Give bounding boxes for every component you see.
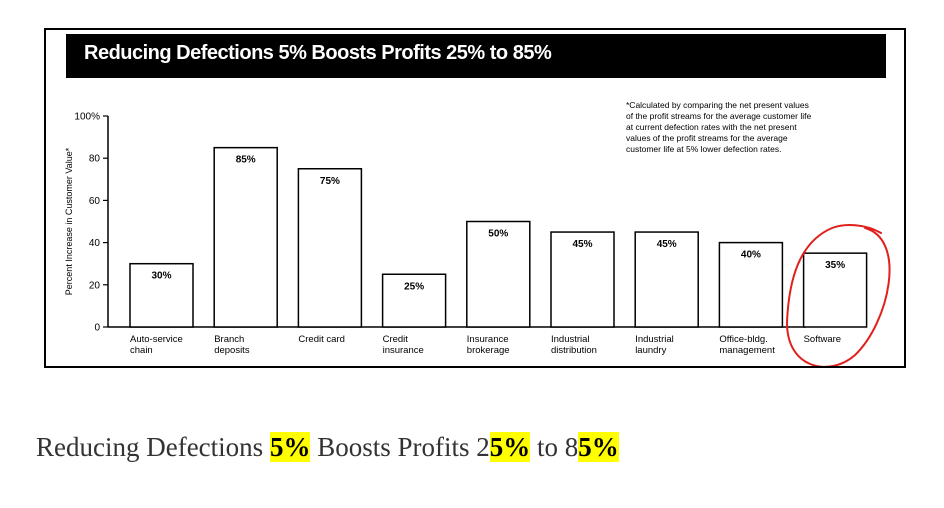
bar-value-label: 75% bbox=[320, 176, 340, 187]
y-tick-label: 80 bbox=[89, 154, 101, 165]
y-tick-label: 20 bbox=[89, 280, 101, 291]
footnote-line: *Calculated by comparing the net present… bbox=[626, 100, 809, 110]
caption-highlight: 5% bbox=[489, 432, 531, 462]
chart-title: Reducing Defections 5% Boosts Profits 25… bbox=[84, 42, 552, 64]
bar-6 bbox=[550, 231, 615, 328]
bar-value-label: 45% bbox=[572, 239, 592, 250]
footnote-line: of the profit streams for the average cu… bbox=[626, 111, 812, 121]
x-tick-label: Insurance bbox=[467, 334, 509, 345]
x-tick-label: management bbox=[719, 345, 775, 356]
chart-title-bar: Reducing Defections 5% Boosts Profits 25… bbox=[66, 34, 886, 78]
x-tick-label: Office-bldg. bbox=[719, 334, 767, 345]
bar-3 bbox=[297, 168, 363, 328]
y-tick-label: 40 bbox=[89, 238, 101, 249]
x-tick-label: Branch bbox=[214, 334, 244, 345]
x-tick-label: chain bbox=[130, 345, 153, 356]
y-tick-label: 0 bbox=[94, 323, 100, 334]
footnote-line: values of the profit streams for the ave… bbox=[626, 133, 788, 143]
x-tick-label: laundry bbox=[635, 345, 666, 356]
bar-value-label: 85% bbox=[236, 155, 256, 166]
x-tick-label: Industrial bbox=[551, 334, 590, 345]
x-tick-label: insurance bbox=[383, 345, 424, 356]
y-tick-label: 100% bbox=[74, 112, 100, 123]
footnote-line: at current defection rates with the net … bbox=[626, 122, 797, 132]
footnote-line: customer life at 5% lower defection rate… bbox=[626, 144, 782, 154]
caption-text: Reducing Defections 5% Boosts Profits 25… bbox=[36, 432, 619, 463]
bar-value-label: 25% bbox=[404, 281, 424, 292]
bar-7 bbox=[634, 231, 699, 328]
x-tick-label: Software bbox=[804, 334, 842, 345]
caption-segment: to 8 bbox=[530, 432, 579, 462]
bar-8 bbox=[718, 241, 784, 328]
caption-segment: Boosts Profits 2 bbox=[310, 432, 490, 462]
caption-highlight: 5% bbox=[269, 432, 311, 462]
bar-chart: 0 20 40 60 80 100% Percent Increase in Custome… bbox=[64, 112, 891, 366]
x-tick-label: distribution bbox=[551, 345, 597, 356]
bar-9 bbox=[802, 252, 868, 328]
bar-value-label: 35% bbox=[825, 260, 845, 271]
x-tick-label: deposits bbox=[214, 345, 250, 356]
caption-highlight: 5% bbox=[578, 432, 619, 462]
chart-figure: Reducing Defections 5% Boosts Profits 25… bbox=[44, 28, 906, 368]
x-tick-label: Auto-service bbox=[130, 334, 183, 345]
bar-1 bbox=[129, 262, 194, 328]
x-tick-label: Credit card bbox=[298, 334, 344, 345]
annotation-circle bbox=[786, 224, 891, 366]
bar-value-label: 50% bbox=[488, 229, 508, 240]
bar-value-label: 45% bbox=[657, 239, 677, 250]
x-tick-label: Industrial bbox=[635, 334, 674, 345]
y-axis-label: Percent Increase in Customer Value* bbox=[64, 147, 74, 295]
x-tick-label: brokerage bbox=[467, 345, 510, 356]
y-tick-label: 60 bbox=[89, 196, 101, 207]
bar-4 bbox=[381, 273, 447, 328]
bar-value-label: 40% bbox=[741, 250, 761, 261]
caption-segment: Reducing Defections bbox=[36, 432, 270, 462]
bar-2 bbox=[213, 146, 278, 328]
x-tick-label: Credit bbox=[383, 334, 409, 345]
chart-footnote: *Calculated by comparing the net present… bbox=[626, 100, 896, 155]
bar-5 bbox=[466, 220, 531, 328]
bar-value-label: 30% bbox=[151, 271, 171, 282]
